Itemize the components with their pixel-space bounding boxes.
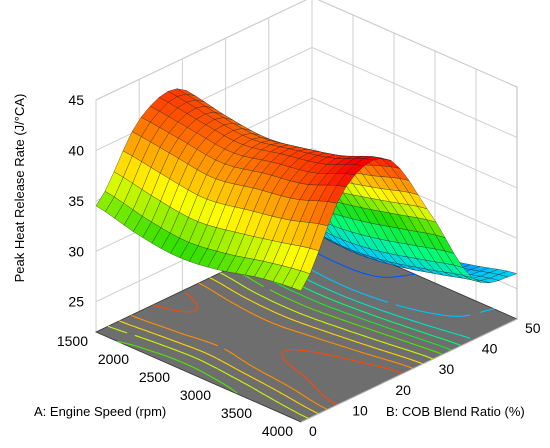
tick-labels: 25 30 35 40 45 1500 2000 2500 3000 3500 4000 0 10 20 3… xyxy=(57,92,541,439)
front-edge xyxy=(300,318,518,423)
z-gridline xyxy=(95,0,518,101)
contour-floor xyxy=(95,228,518,423)
floor-contour xyxy=(130,282,414,410)
floor-contour xyxy=(117,267,443,394)
y-tick-label: 0 xyxy=(309,423,317,439)
floor-contour xyxy=(107,272,434,419)
z-tick-label: 40 xyxy=(68,142,84,158)
z-tick-label: 35 xyxy=(68,193,84,209)
surface-facet xyxy=(291,270,311,292)
x-tick-label: 4000 xyxy=(262,423,293,439)
response-surface xyxy=(95,88,518,292)
x-tick-label: 2500 xyxy=(139,369,170,385)
z-tick-label: 25 xyxy=(68,294,84,310)
y-tick-label: 50 xyxy=(525,320,541,336)
x-tick-label: 1500 xyxy=(57,333,88,349)
floor-contour xyxy=(152,292,403,406)
x-axis-title: A: Engine Speed (rpm) xyxy=(34,404,166,419)
y-tick-label: 20 xyxy=(395,382,411,398)
z-tick-label: 30 xyxy=(68,243,84,259)
z-axis-title: Peak Heat Release Rate (J/°CA) xyxy=(12,94,27,283)
y-tick-label: 40 xyxy=(482,341,498,357)
floor-contour xyxy=(119,277,424,415)
z-tick-label: 45 xyxy=(68,92,84,108)
plot-box-front xyxy=(300,87,518,423)
x-tick-label: 3000 xyxy=(180,387,211,403)
y-tick-label: 30 xyxy=(439,361,455,377)
x-tick-label: 2000 xyxy=(98,351,129,367)
y-tick-label: 10 xyxy=(352,402,368,418)
y-axis-title: B: COB Blend Ratio (%) xyxy=(386,404,525,419)
x-tick-label: 3500 xyxy=(221,405,252,421)
